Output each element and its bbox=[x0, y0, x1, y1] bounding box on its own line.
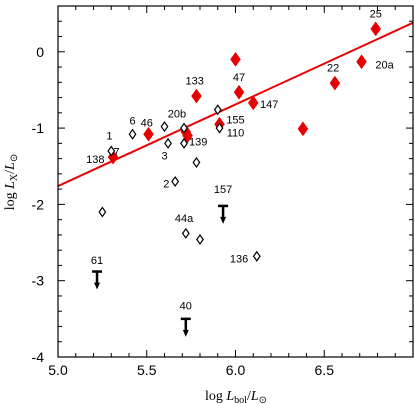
open-diamond-point bbox=[171, 175, 180, 188]
point-label: 136 bbox=[230, 253, 248, 265]
filled-diamond-point bbox=[329, 75, 341, 91]
tick-marks bbox=[57, 5, 414, 358]
limit-head bbox=[94, 282, 101, 290]
point-label: 133 bbox=[185, 76, 203, 88]
point-label: 46 bbox=[141, 118, 153, 130]
filled-diamond-point bbox=[182, 128, 193, 144]
x-axis-title: log Lbol/L⊙ bbox=[205, 389, 267, 404]
filled-diamond-point bbox=[143, 126, 154, 142]
open-diamond-point bbox=[98, 206, 107, 218]
filled-diamond-point bbox=[297, 121, 309, 137]
point-label: 44a bbox=[175, 213, 194, 225]
point-label: 155 bbox=[226, 115, 244, 127]
open-diamond-point bbox=[215, 122, 224, 134]
y-tick-label: -1 bbox=[32, 120, 45, 136]
y-tick-label: -3 bbox=[32, 273, 45, 289]
point-label: 139 bbox=[189, 137, 207, 149]
open-diamond-point bbox=[196, 233, 204, 246]
open-diamond-point bbox=[181, 227, 190, 239]
x-tick-label: 6.0 bbox=[226, 362, 246, 378]
point-label: 20a bbox=[375, 60, 394, 72]
filled-diamond-point bbox=[230, 51, 241, 67]
plot-frame bbox=[57, 5, 414, 358]
fit-line bbox=[58, 21, 413, 187]
point-label: 2 bbox=[163, 179, 169, 191]
y-tick-label: -4 bbox=[32, 349, 45, 365]
open-diamond-point bbox=[180, 137, 188, 149]
upper-limit-arrow bbox=[218, 204, 229, 224]
fit-line-group bbox=[58, 21, 413, 187]
open-diamond-point bbox=[164, 137, 172, 149]
open-diamond-point bbox=[180, 122, 188, 134]
x-tick-label: 5.0 bbox=[48, 362, 68, 378]
filled-diamond-point bbox=[356, 54, 367, 70]
upper-limit-arrow bbox=[92, 270, 103, 290]
point-label: 157 bbox=[214, 184, 232, 196]
upper-limit-arrow bbox=[180, 317, 191, 337]
point-label: 3 bbox=[161, 150, 167, 162]
limit-head bbox=[182, 329, 189, 337]
point-label: 20b bbox=[168, 108, 186, 120]
point-label: 138 bbox=[86, 154, 104, 166]
x-tick-label: 5.5 bbox=[137, 362, 157, 378]
point-label: 1 bbox=[106, 131, 112, 143]
open-diamond-point bbox=[128, 128, 137, 140]
limit-head bbox=[220, 216, 227, 224]
point-label: 6 bbox=[129, 115, 135, 127]
filled-diamond-point bbox=[370, 21, 382, 37]
y-tick-label: 0 bbox=[36, 44, 44, 60]
point-label: 22 bbox=[327, 63, 339, 75]
y-axis-title: log LX/L⊙ bbox=[3, 154, 20, 211]
open-diamond-point bbox=[192, 156, 201, 168]
data-points bbox=[92, 21, 382, 337]
point-label: 40 bbox=[180, 301, 192, 313]
point-label: 7 bbox=[114, 147, 120, 159]
open-diamond-point bbox=[213, 104, 222, 116]
filled-diamond-point bbox=[247, 95, 259, 111]
open-diamond-point bbox=[107, 145, 116, 157]
x-tick-label: 6.5 bbox=[315, 362, 335, 378]
y-tick-label: -2 bbox=[32, 196, 45, 212]
open-diamond-point bbox=[160, 121, 169, 133]
filled-diamond-point bbox=[233, 84, 245, 100]
point-label: 47 bbox=[233, 72, 245, 84]
point-label: 147 bbox=[260, 99, 278, 111]
open-diamond-point bbox=[252, 250, 261, 262]
point-label: 61 bbox=[91, 255, 103, 267]
filled-diamond-point bbox=[191, 88, 202, 104]
tick-labels: 5.0 5.5 6.0 6.5 0 -1 -2 -3 -4 bbox=[32, 44, 335, 378]
point-label: 110 bbox=[227, 127, 245, 139]
point-label: 25 bbox=[370, 8, 382, 20]
